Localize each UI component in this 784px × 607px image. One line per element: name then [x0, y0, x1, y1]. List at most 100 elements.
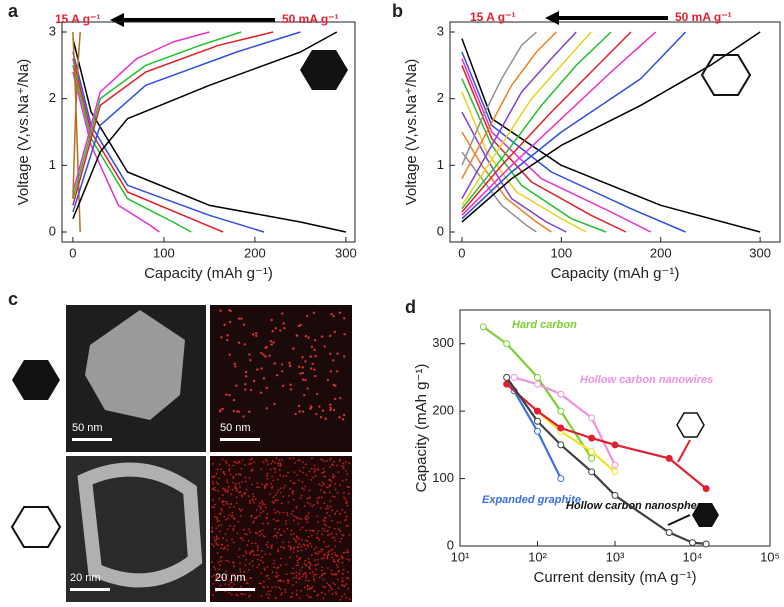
eds-dot	[299, 470, 301, 472]
eds-dot	[240, 495, 243, 498]
eds-dot	[277, 519, 280, 522]
eds-dot	[289, 383, 292, 386]
eds-dot	[289, 457, 291, 460]
point	[503, 340, 511, 348]
eds-dot	[309, 572, 312, 575]
eds-dot	[211, 561, 213, 563]
eds-dot	[283, 327, 286, 330]
eds-dot	[304, 517, 307, 520]
particle	[85, 310, 185, 420]
eds-dot	[343, 593, 346, 596]
annotation: 15 A g⁻¹	[55, 12, 100, 26]
eds-dot	[272, 518, 275, 521]
eds-dot	[306, 585, 309, 588]
eds-dot	[277, 464, 280, 467]
eds-dot	[239, 510, 242, 512]
eds-dot	[321, 527, 324, 530]
eds-dot	[344, 469, 347, 472]
eds-dot	[274, 511, 277, 514]
eds-dot	[334, 545, 337, 548]
x-tick-label: 10¹	[451, 549, 470, 564]
scale-label: 20 nm	[215, 572, 246, 584]
eds-dot	[231, 511, 234, 514]
eds-dot	[266, 546, 269, 549]
eds-dot	[213, 489, 216, 491]
eds-dot	[217, 483, 220, 485]
eds-dot	[254, 498, 257, 501]
point	[503, 373, 511, 381]
eds-dot	[278, 512, 281, 514]
eds-dot	[333, 495, 336, 498]
eds-dot	[227, 560, 230, 563]
eds-dot	[304, 544, 306, 547]
eds-dot	[231, 538, 233, 541]
point	[510, 373, 518, 381]
eds-dot	[300, 494, 303, 497]
eds-dot	[316, 515, 319, 518]
eds-dot	[301, 366, 305, 369]
x-tick-label: 10²	[528, 549, 547, 564]
eds-dot	[238, 491, 241, 494]
eds-dot	[324, 417, 327, 420]
eds-dot	[329, 370, 333, 373]
eds-dot	[322, 585, 325, 588]
eds-dot	[324, 593, 327, 595]
eds-dot	[277, 550, 280, 553]
eds-dot	[264, 355, 267, 358]
eds-dot	[311, 554, 313, 556]
eds-dot	[219, 556, 222, 559]
eds-dot	[231, 488, 234, 491]
eds-dot	[346, 558, 349, 560]
eds-dot	[277, 548, 280, 551]
eds-dot	[222, 537, 225, 540]
eds-dot	[314, 374, 317, 378]
eds-dot	[315, 573, 318, 576]
eds-dot	[345, 500, 348, 503]
eds-dot	[263, 535, 266, 538]
eds-dot	[333, 552, 336, 554]
eds-dot	[327, 545, 330, 547]
line	[461, 111, 567, 233]
eds-dot	[301, 378, 305, 381]
line	[461, 78, 607, 233]
eds-dot	[339, 521, 342, 524]
eds-dot	[232, 398, 236, 402]
eds-dot	[279, 588, 282, 590]
eds-dot	[329, 334, 332, 338]
eds-dot	[245, 375, 248, 378]
eds-dot	[345, 525, 348, 527]
eds-dot	[266, 513, 269, 515]
eds-dot	[307, 579, 310, 582]
eds-dot	[291, 491, 294, 494]
eds-dot	[252, 495, 255, 498]
eds-dot	[236, 410, 239, 413]
eds-dot	[282, 511, 285, 514]
eds-dot	[317, 536, 320, 539]
eds-dot	[311, 362, 314, 366]
eds-dot	[306, 543, 309, 546]
eds-dot	[316, 497, 319, 500]
eds-dot	[333, 536, 336, 539]
eds-dot	[295, 576, 298, 579]
eds-dot	[335, 572, 337, 575]
eds-dot	[345, 502, 348, 505]
eds-dot	[279, 462, 282, 465]
eds-dot	[323, 470, 326, 473]
eds-dot	[328, 589, 331, 592]
eds-dot	[238, 508, 241, 510]
eds-dot	[244, 370, 248, 374]
eds-dot	[217, 561, 220, 564]
eds-dot	[222, 487, 225, 490]
eds-dot	[280, 363, 284, 366]
line	[461, 91, 587, 233]
eds-dot	[323, 475, 325, 478]
eds-dot	[252, 493, 254, 496]
arrow-head	[110, 13, 124, 27]
eds-dot	[218, 497, 221, 500]
eds-dot	[224, 533, 227, 536]
eds-dot	[334, 583, 336, 586]
eds-dot	[263, 485, 266, 488]
eds-dot	[309, 542, 312, 545]
eds-dot	[309, 503, 312, 505]
